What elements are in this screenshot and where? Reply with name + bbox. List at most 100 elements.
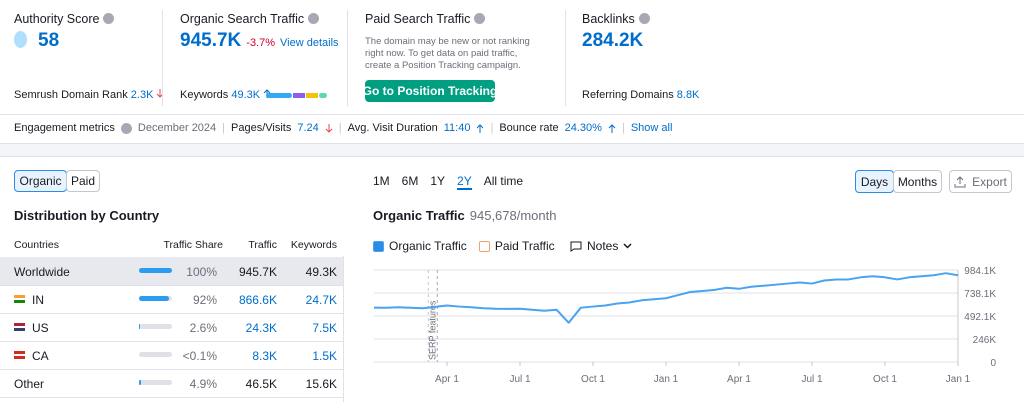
share-bar xyxy=(139,324,140,329)
authority-icon xyxy=(14,31,27,48)
traffic: 8.3K xyxy=(252,349,277,363)
footer: Referring Domains 8.8K xyxy=(582,89,699,101)
series-line xyxy=(373,272,959,324)
flag xyxy=(14,295,25,304)
text: Export xyxy=(972,174,1007,189)
legend-label: Paid Traffic xyxy=(494,239,555,253)
text: Organic Search Traffic xyxy=(180,12,305,26)
export-button[interactable]: Export xyxy=(949,170,1012,193)
text: Backlinks xyxy=(582,12,635,26)
link[interactable]: View details xyxy=(280,37,339,49)
column-header: Countries xyxy=(14,239,59,251)
table-row: CA <0.1% 8.3K 1.5K xyxy=(0,341,343,370)
change: -3.7% xyxy=(246,37,276,49)
flag-stripe xyxy=(14,328,25,332)
link[interactable]: 2.3K xyxy=(130,89,154,101)
engagement-row: Engagement metrics December 2024 | Pages/V… xyxy=(14,122,673,134)
period[interactable]: 2Y xyxy=(457,174,472,190)
keywords: 15.6K xyxy=(305,377,337,391)
table-row: Worldwide 100% 945.7K 49.3K xyxy=(0,257,343,286)
traffic: 46.5K xyxy=(245,377,277,391)
y-tick-label: 984.1K xyxy=(964,266,996,277)
metric-title: Authority Score xyxy=(14,12,115,26)
share-bar xyxy=(139,268,172,273)
link[interactable]: 49.3K xyxy=(231,89,261,101)
share: 100% xyxy=(186,265,217,279)
tab[interactable]: Organic xyxy=(14,170,67,192)
granularity-button[interactable]: Months xyxy=(893,170,942,193)
backlinks-value: 284.2K xyxy=(582,30,644,51)
country: US xyxy=(32,321,49,335)
traffic: 866.6K xyxy=(238,293,277,307)
text: Pages/Visits xyxy=(231,122,292,134)
period[interactable]: 1M xyxy=(373,174,390,188)
share: 4.9% xyxy=(189,377,217,391)
text: Authority Score xyxy=(14,12,100,26)
legend-item[interactable]: Paid Traffic xyxy=(478,239,555,253)
share: 2.6% xyxy=(189,321,217,335)
country: Other xyxy=(14,377,45,391)
link[interactable]: Show all xyxy=(630,122,673,134)
text: Semrush Domain Rank xyxy=(14,89,128,101)
share: <0.1% xyxy=(182,349,217,363)
x-tick-label: Jan 1 xyxy=(946,374,971,385)
keywords: 49.3K xyxy=(305,265,337,279)
flag-stripe xyxy=(14,325,25,329)
footer: Keywords 49.3K xyxy=(180,89,271,101)
traffic: 24.3K xyxy=(245,321,277,335)
legend-item[interactable]: Organic Traffic xyxy=(373,239,467,253)
x-tick-label: Jul 1 xyxy=(509,374,531,385)
share-track xyxy=(139,268,172,273)
share-bar xyxy=(139,296,170,301)
value: 7.24 xyxy=(297,122,319,134)
link[interactable]: 8.8K xyxy=(676,89,700,101)
value: 24.30% xyxy=(564,122,602,134)
x-tick-label: Jul 1 xyxy=(801,374,823,385)
notes-button[interactable]: Notes xyxy=(570,239,632,253)
legend-box xyxy=(478,240,490,252)
country: Worldwide xyxy=(14,265,70,279)
organic-value-row: 945.7K -3.7% View details xyxy=(180,30,339,52)
flag-stripe xyxy=(14,353,25,357)
country: CA xyxy=(32,349,49,363)
keyword-bar xyxy=(266,93,327,98)
keywords: 24.7K xyxy=(305,293,337,307)
position-tracking-button[interactable]: Go to Position Tracking xyxy=(363,80,497,102)
share-track xyxy=(139,352,172,357)
text: Engagement metrics xyxy=(14,122,115,134)
flag-stripe xyxy=(14,297,25,301)
country: IN xyxy=(32,293,44,307)
authority-value: 58 xyxy=(38,30,60,51)
table: Countries Traffic Share Traffic Keywords Wor… xyxy=(0,235,343,398)
keywords: 1.5K xyxy=(312,349,337,363)
annotation: SERP features xyxy=(427,300,437,360)
metric-title: Paid Search Traffic xyxy=(365,12,486,26)
granularity-button[interactable]: Days xyxy=(855,170,894,193)
value: 945.7K xyxy=(180,30,242,51)
period[interactable]: 1Y xyxy=(430,174,446,188)
period[interactable]: All time xyxy=(483,174,524,188)
x-tick-label: Apr 1 xyxy=(435,374,459,385)
flag-stripe xyxy=(14,351,25,354)
chart-title: Organic Traffic xyxy=(373,208,465,223)
flag xyxy=(14,351,25,360)
share-track xyxy=(139,296,172,301)
column-header: Keywords xyxy=(290,239,337,251)
table-row: IN 92% 866.6K 24.7K xyxy=(0,285,343,314)
tab[interactable]: Paid xyxy=(66,170,100,192)
column-header: Traffic xyxy=(248,239,277,251)
table-title: Distribution by Country xyxy=(14,208,160,223)
text: Paid Search Traffic xyxy=(365,12,471,26)
period[interactable]: 6M xyxy=(401,174,419,188)
x-tick-label: Oct 1 xyxy=(873,374,897,385)
text: Keywords xyxy=(180,89,229,101)
share: 92% xyxy=(192,293,217,307)
legend: Organic Traffic Paid Traffic xyxy=(373,239,555,253)
y-tick-label: 492.1K xyxy=(964,312,996,323)
metric-title: Organic Search Traffic xyxy=(180,12,320,26)
share-bar xyxy=(139,380,141,385)
flag-stripe xyxy=(14,300,25,304)
y-tick-label: 246K xyxy=(973,335,997,346)
text: Bounce rate xyxy=(499,122,559,134)
